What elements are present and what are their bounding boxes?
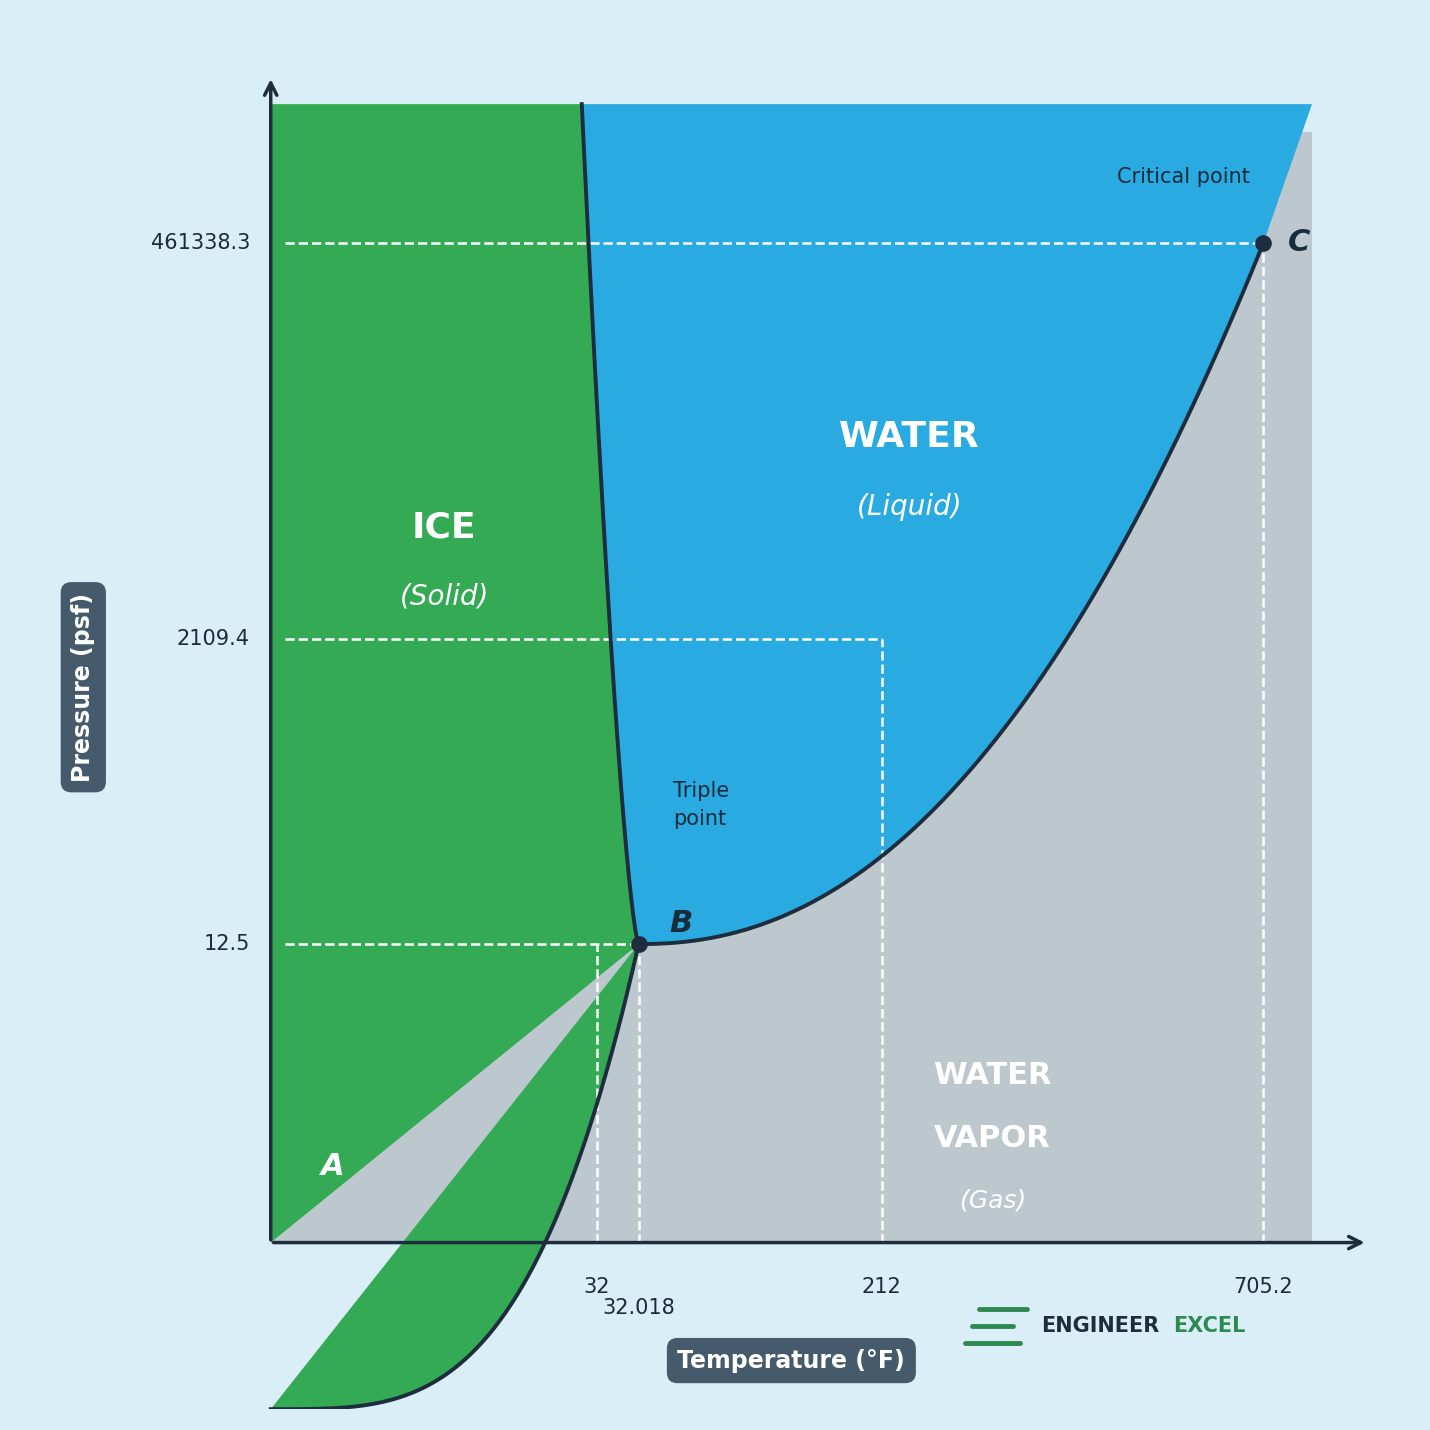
Text: WATER: WATER xyxy=(839,420,980,455)
Text: 2109.4: 2109.4 xyxy=(177,629,250,649)
Text: Critical point: Critical point xyxy=(1117,167,1250,187)
Text: VAPOR: VAPOR xyxy=(934,1124,1051,1153)
Polygon shape xyxy=(270,132,1311,1243)
Polygon shape xyxy=(582,104,1311,944)
Text: EXCEL: EXCEL xyxy=(1173,1316,1246,1336)
Text: 32.018: 32.018 xyxy=(602,1298,675,1318)
Text: (Gas): (Gas) xyxy=(960,1188,1027,1213)
Text: Temperature (°F): Temperature (°F) xyxy=(678,1348,905,1373)
Text: ICE: ICE xyxy=(412,511,476,545)
Text: (Solid): (Solid) xyxy=(399,583,489,611)
Text: C: C xyxy=(1288,229,1311,257)
Text: Pressure (psf): Pressure (psf) xyxy=(72,592,96,782)
Text: 32: 32 xyxy=(583,1277,611,1297)
Text: 212: 212 xyxy=(862,1277,901,1297)
Text: Triple
point: Triple point xyxy=(674,781,729,829)
Text: B: B xyxy=(669,908,692,938)
Polygon shape xyxy=(270,104,639,1409)
Text: 705.2: 705.2 xyxy=(1234,1277,1293,1297)
Text: 12.5: 12.5 xyxy=(203,934,250,954)
Text: 461338.3: 461338.3 xyxy=(150,233,250,253)
Text: (Liquid): (Liquid) xyxy=(857,493,962,521)
Text: ENGINEER: ENGINEER xyxy=(1041,1316,1160,1336)
Text: WATER: WATER xyxy=(934,1061,1052,1091)
Text: A: A xyxy=(322,1151,345,1181)
